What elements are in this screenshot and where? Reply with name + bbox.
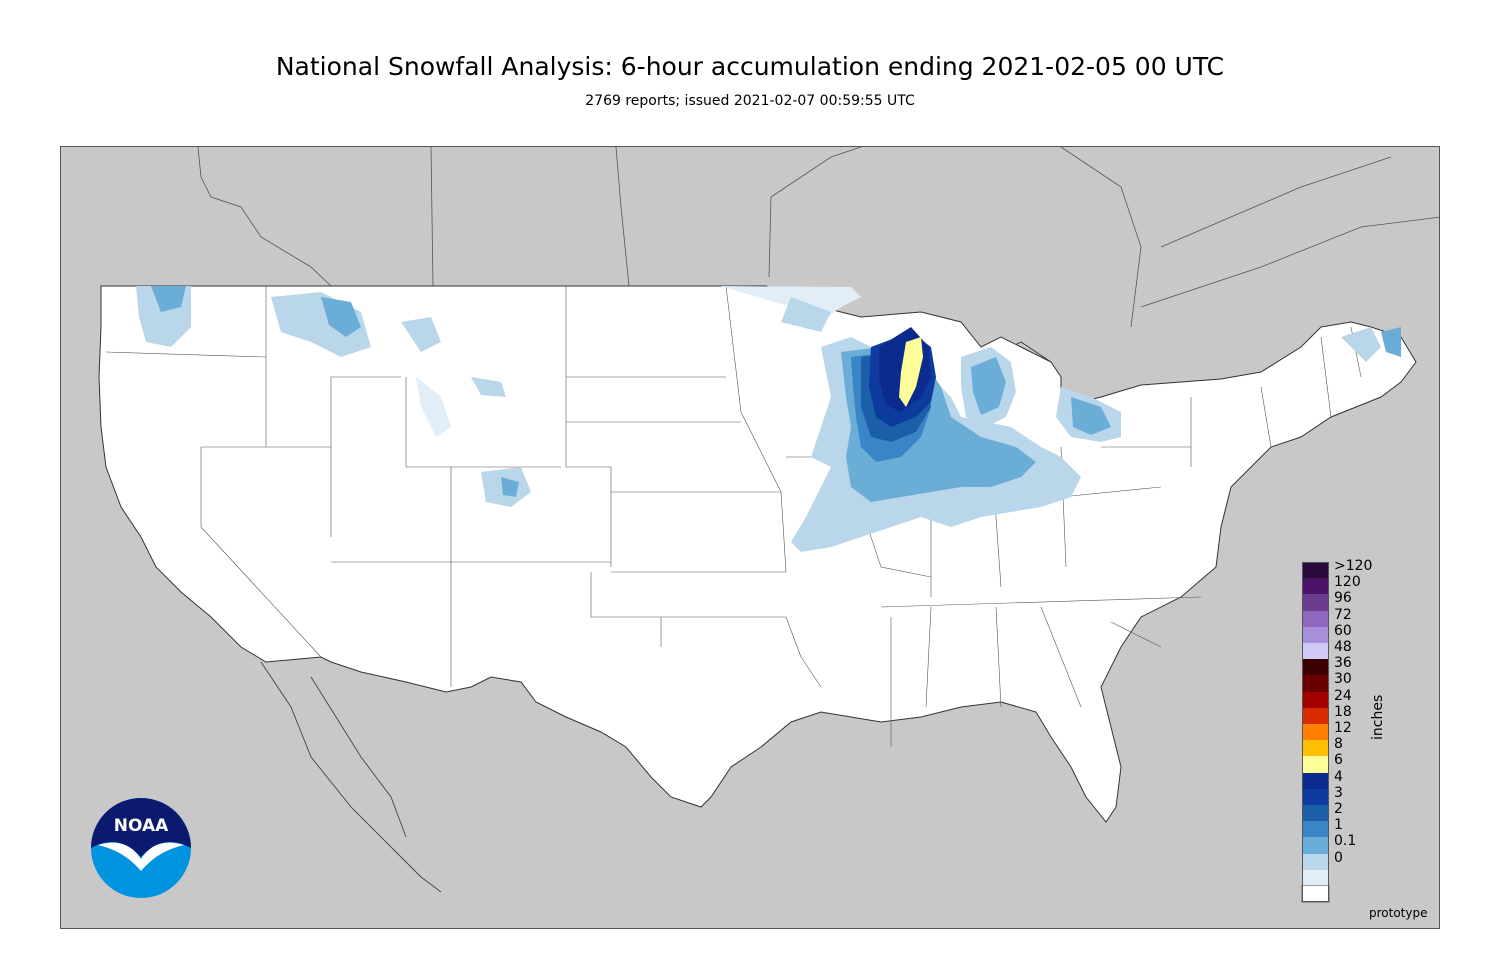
colorbar-label: 48 xyxy=(1334,639,1352,655)
map-subtitle: 2769 reports; issued 2021-02-07 00:59:55… xyxy=(585,93,915,109)
colorbar-swatch xyxy=(1302,643,1329,660)
prototype-note: prototype xyxy=(1369,906,1428,920)
colorbar-label: 30 xyxy=(1334,671,1352,688)
snowfall-map xyxy=(98,147,1439,893)
colorbar-swatch xyxy=(1301,884,1330,904)
noaa-logo-text: NOAA xyxy=(114,816,169,836)
noaa-logo-gull xyxy=(98,842,184,871)
colorbar-label: 0 xyxy=(1334,849,1343,866)
colorbar-swatch xyxy=(1302,707,1329,724)
colorbar-swatch xyxy=(1302,594,1329,611)
map-frame xyxy=(60,146,1440,929)
colorbar-swatch xyxy=(1302,805,1329,822)
colorbar-swatch xyxy=(1302,740,1329,757)
colorbar-label: 18 xyxy=(1334,703,1352,720)
colorbar-swatch xyxy=(1302,626,1329,643)
colorbar-label: 36 xyxy=(1334,655,1352,672)
colorbar-label: 96 xyxy=(1334,590,1352,607)
colorbar-label: 2 xyxy=(1334,801,1343,817)
map-title: National Snowfall Analysis: 6-hour accum… xyxy=(275,52,1225,81)
colorbar-swatch xyxy=(1302,788,1329,805)
border-lines xyxy=(197,147,1439,328)
colorbar-swatch xyxy=(1302,675,1329,692)
colorbar-swatch xyxy=(1302,578,1329,595)
colorbar-label: 0.1 xyxy=(1334,833,1357,850)
colorbar-frame xyxy=(1302,562,1329,903)
noaa-logo: NOAA xyxy=(91,798,191,898)
colorbar-label: 6 xyxy=(1334,752,1343,769)
colorbar-swatch xyxy=(1302,772,1329,789)
colorbar-swatch xyxy=(1302,659,1329,676)
colorbar-label: 12 xyxy=(1334,720,1352,736)
colorbar-label: 3 xyxy=(1334,784,1343,801)
colorbar-swatch xyxy=(1302,724,1329,741)
colorbar-swatch xyxy=(1302,837,1329,854)
colorbar-label: 8 xyxy=(1334,736,1343,753)
colorbar-swatch xyxy=(1302,869,1329,886)
colorbar-label: 60 xyxy=(1334,622,1352,639)
colorbar-swatch xyxy=(1302,756,1329,773)
colorbar-label: >120 xyxy=(1334,558,1373,574)
colorbar-swatch xyxy=(1302,610,1329,627)
baja-outline xyxy=(260,661,442,893)
colorbar-swatch xyxy=(1302,821,1329,838)
colorbar-label: 120 xyxy=(1334,574,1361,591)
colorbar-units-label: inches xyxy=(1370,694,1386,740)
conus-land xyxy=(98,285,1417,823)
noaa-logo-upper-half xyxy=(91,798,191,857)
colorbar-label: 4 xyxy=(1334,768,1343,785)
colorbar-swatch xyxy=(1302,562,1329,579)
colorbar-label: 72 xyxy=(1334,606,1352,623)
colorbar-swatch xyxy=(1302,691,1329,708)
snowfall-shading xyxy=(136,286,1401,552)
colorbar-swatch xyxy=(1302,853,1329,870)
colorbar-label: 24 xyxy=(1334,687,1352,704)
colorbar-label: 1 xyxy=(1334,817,1343,834)
